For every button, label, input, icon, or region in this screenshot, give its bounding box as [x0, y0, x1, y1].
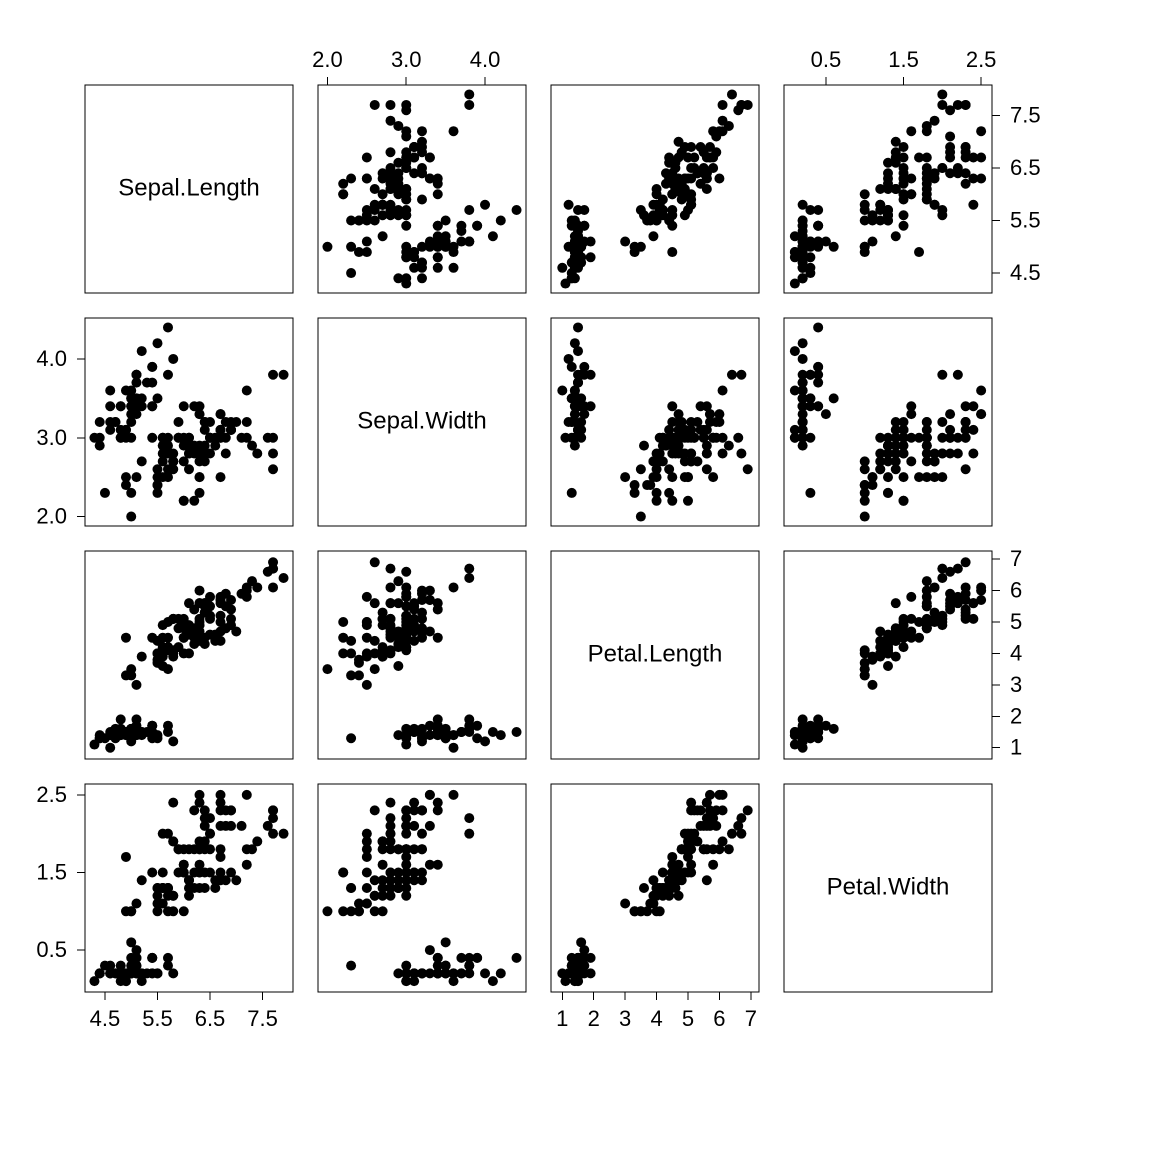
tick-bottom: 2 [588, 1006, 600, 1031]
panel-2-0 [85, 551, 293, 759]
tick-right: 1 [1010, 735, 1022, 760]
tick-left: 0.5 [36, 937, 67, 962]
tick-right: 5.5 [1010, 208, 1041, 233]
tick-left: 4.0 [36, 346, 67, 371]
panel-2-1 [318, 551, 526, 759]
tick-bottom: 3 [619, 1006, 631, 1031]
tick-right: 4.5 [1010, 260, 1041, 285]
tick-right: 7.5 [1010, 102, 1041, 127]
tick-right: 2 [1010, 703, 1022, 728]
tick-bottom: 1 [556, 1006, 568, 1031]
panel-3-0 [85, 784, 293, 992]
tick-right: 7 [1010, 546, 1022, 571]
tick-left: 2.0 [36, 504, 67, 529]
tick-right: 3 [1010, 672, 1022, 697]
panel-1-0 [85, 318, 293, 526]
tick-bottom: 7 [745, 1006, 757, 1031]
panel-2-2: Petal.Length [551, 551, 759, 759]
tick-bottom: 4 [650, 1006, 662, 1031]
panel-3-2 [551, 784, 759, 992]
panel-0-3 [784, 85, 992, 293]
panel-0-0: Sepal.Length [85, 85, 293, 293]
tick-bottom: 4.5 [90, 1006, 121, 1031]
tick-top: 3.0 [391, 47, 422, 72]
tick-bottom: 5.5 [142, 1006, 173, 1031]
tick-top: 0.5 [811, 47, 842, 72]
diag-label-Petal.Width: Petal.Width [827, 873, 950, 900]
tick-left: 2.5 [36, 782, 67, 807]
tick-left: 1.5 [36, 859, 67, 884]
chart-svg: Sepal.Length Sepal.Width Petal.Length Petal… [0, 0, 1152, 1152]
panel-1-2 [551, 318, 759, 526]
tick-right: 4 [1010, 640, 1022, 665]
tick-top: 4.0 [470, 47, 501, 72]
tick-right: 6 [1010, 578, 1022, 603]
tick-bottom: 6.5 [195, 1006, 226, 1031]
diag-label-Petal.Length: Petal.Length [588, 640, 723, 667]
diag-label-Sepal.Length: Sepal.Length [118, 174, 259, 201]
tick-bottom: 7.5 [247, 1006, 278, 1031]
tick-bottom: 5 [682, 1006, 694, 1031]
tick-bottom: 6 [713, 1006, 725, 1031]
panel-2-3 [784, 551, 992, 759]
panel-0-1 [318, 85, 526, 293]
tick-top: 1.5 [888, 47, 919, 72]
panel-0-2 [551, 85, 759, 293]
panel-1-3 [784, 318, 992, 526]
panel-3-1 [318, 784, 526, 992]
tick-left: 3.0 [36, 425, 67, 450]
diag-label-Sepal.Width: Sepal.Width [357, 407, 486, 434]
tick-top: 2.5 [966, 47, 997, 72]
tick-top: 2.0 [312, 47, 343, 72]
tick-right: 5 [1010, 609, 1022, 634]
panel-1-1: Sepal.Width [318, 318, 526, 526]
tick-right: 6.5 [1010, 155, 1041, 180]
panel-3-3: Petal.Width [784, 784, 992, 992]
scatterplot-matrix: Sepal.Length Sepal.Width Petal.Length Petal… [0, 0, 1152, 1152]
